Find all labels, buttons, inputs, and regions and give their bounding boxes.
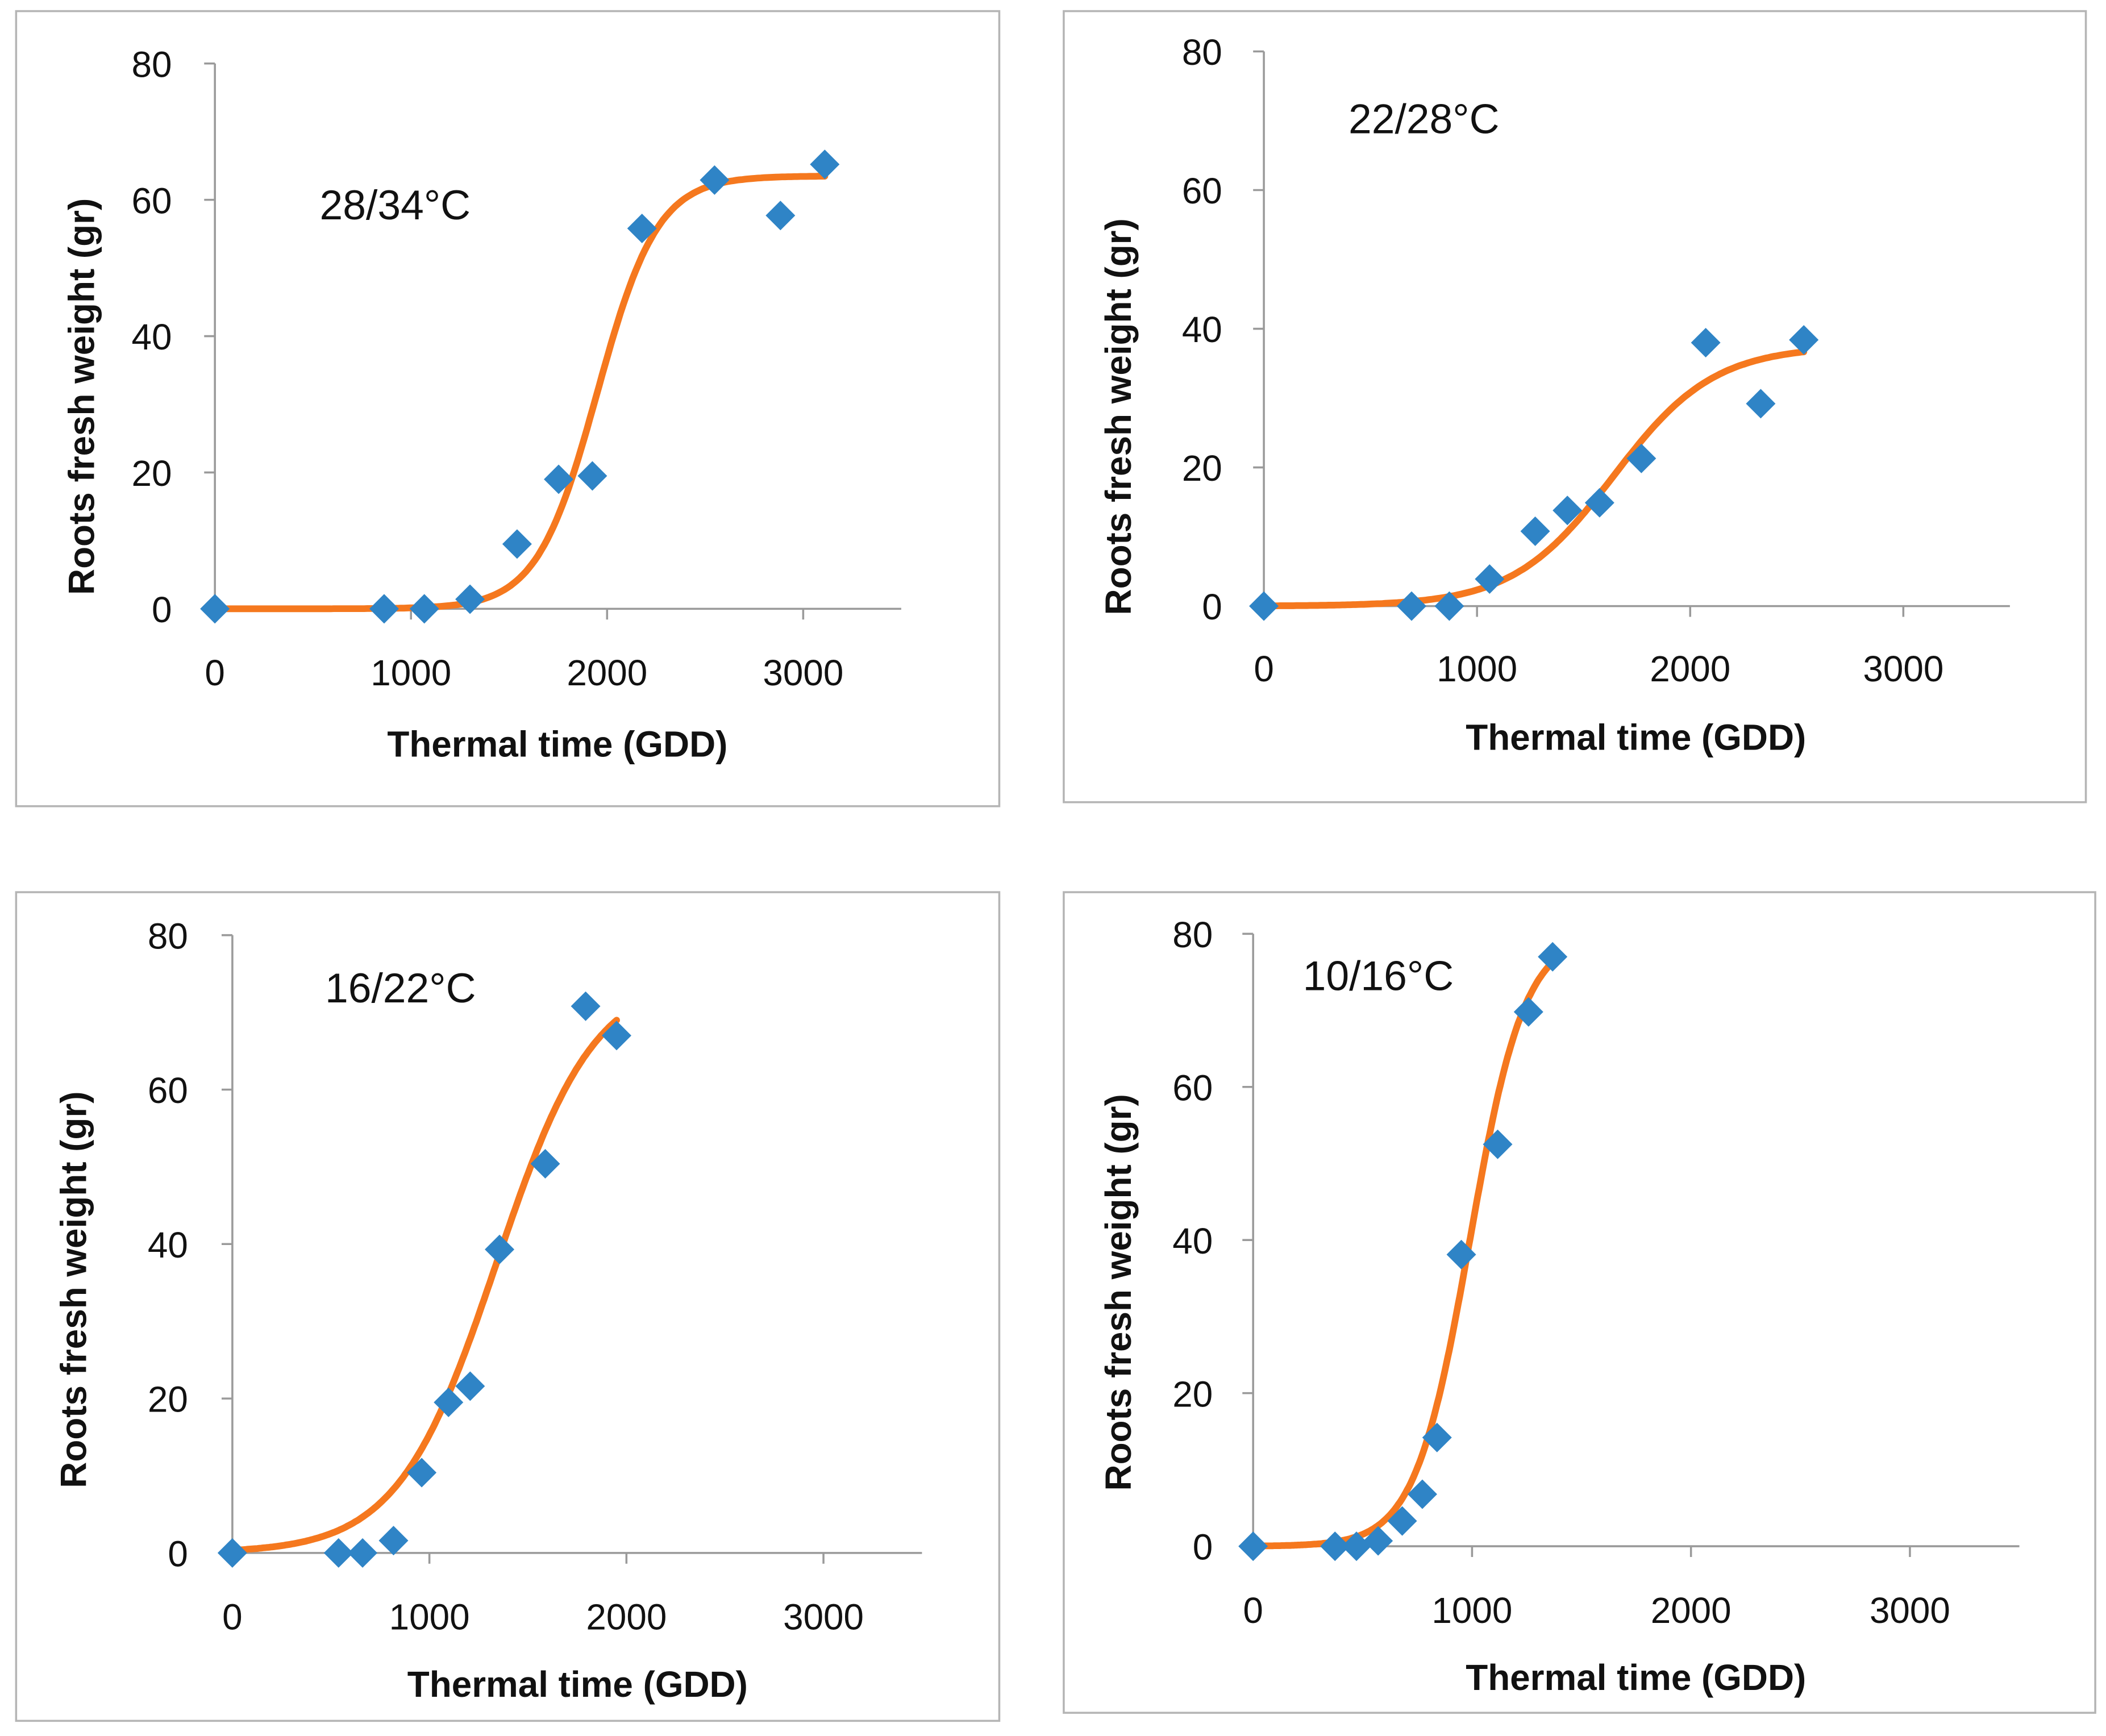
x-tick-label: 0 <box>1243 1590 1263 1631</box>
temperature-annotation: 10/16°C <box>1303 953 1454 1000</box>
fitted-curve <box>228 1017 621 1554</box>
x-axis-title: Thermal time (GDD) <box>1466 1657 1806 1698</box>
temperature-annotation: 22/28°C <box>1348 96 1500 143</box>
data-point <box>810 149 840 180</box>
y-tick-label: 40 <box>132 317 172 357</box>
y-tick-label: 80 <box>148 915 188 956</box>
data-point <box>1320 1531 1350 1562</box>
chart-panel-1: 0 20 40 60 80 0 1000 2000 3000 Thermal time (GDD)… <box>15 10 1001 807</box>
x-tick-label: 2000 <box>1650 648 1730 689</box>
data-point <box>1475 564 1505 594</box>
data-point <box>455 584 485 614</box>
y-tick-label: 80 <box>132 44 172 85</box>
chart-panel-2: 0 20 40 60 80 0 1000 2000 3000 Thermal time (GDD)… <box>1063 10 2087 804</box>
y-tick-label: 0 <box>168 1534 188 1575</box>
y-tick-label: 20 <box>1172 1373 1213 1414</box>
data-point <box>1746 389 1776 419</box>
y-axis-title: Roots fresh weight (gr) <box>1098 218 1139 615</box>
data-point <box>1789 325 1819 355</box>
y-tick-label: 60 <box>1182 170 1222 211</box>
data-point <box>602 1021 632 1051</box>
data-point <box>765 201 796 231</box>
x-axis-title: Thermal time (GDD) <box>387 723 727 764</box>
data-point <box>323 1538 353 1568</box>
fitted-curve <box>1260 348 1808 610</box>
x-tick-label: 0 <box>1254 648 1273 689</box>
y-tick-label: 80 <box>1172 914 1213 955</box>
x-tick-label: 1000 <box>371 652 451 693</box>
x-tick-label: 2000 <box>1651 1590 1732 1631</box>
data-point <box>1434 591 1464 621</box>
x-tick-label: 3000 <box>783 1597 864 1638</box>
y-tick-label: 20 <box>1182 448 1222 489</box>
y-tick-label: 80 <box>1182 32 1222 73</box>
y-tick-label: 60 <box>1172 1067 1213 1108</box>
x-axis-title: Thermal time (GDD) <box>1466 717 1806 758</box>
data-point <box>1538 942 1568 972</box>
x-axis-title: Thermal time (GDD) <box>407 1664 748 1705</box>
x-tick-label: 1000 <box>389 1597 470 1638</box>
x-tick-label: 0 <box>222 1597 242 1638</box>
y-axis-title: Roots fresh weight (gr) <box>53 1092 94 1488</box>
data-point <box>1446 1239 1476 1269</box>
chart-panel-3: 0 20 40 60 80 0 1000 2000 3000 Thermal time (GDD)… <box>15 891 1001 1722</box>
chart-panel-4: 0 20 40 60 80 0 1000 2000 3000 Thermal time (GDD)… <box>1063 891 2096 1714</box>
data-point <box>1513 997 1543 1027</box>
data-point <box>200 594 230 624</box>
fitted-curve <box>1250 959 1556 1550</box>
y-tick-label: 0 <box>152 589 172 630</box>
data-point <box>217 1538 247 1568</box>
x-tick-label: 2000 <box>586 1597 667 1638</box>
y-tick-label: 40 <box>148 1225 188 1265</box>
y-axis-title: Roots fresh weight (gr) <box>1098 1094 1139 1491</box>
x-tick-label: 1000 <box>1437 648 1517 689</box>
y-tick-label: 60 <box>148 1070 188 1111</box>
data-point <box>1553 496 1583 526</box>
data-point <box>407 1458 437 1488</box>
data-point <box>1584 488 1614 518</box>
y-tick-label: 60 <box>132 180 172 221</box>
y-tick-label: 20 <box>148 1379 188 1420</box>
y-tick-label: 20 <box>132 453 172 494</box>
x-tick-label: 3000 <box>1870 1590 1950 1631</box>
data-point <box>627 214 657 244</box>
y-tick-label: 40 <box>1172 1221 1213 1262</box>
chart-frame <box>15 891 1001 1722</box>
data-point <box>1342 1531 1372 1562</box>
x-tick-label: 3000 <box>1863 648 1943 689</box>
data-point <box>409 594 439 624</box>
chart-frame <box>1063 891 2096 1714</box>
chart-frame <box>15 10 1001 807</box>
y-tick-label: 0 <box>1193 1527 1213 1568</box>
data-point <box>369 594 399 624</box>
data-point <box>700 165 730 195</box>
data-point <box>571 991 601 1021</box>
data-point <box>348 1538 378 1568</box>
x-tick-label: 3000 <box>763 652 843 693</box>
x-tick-label: 1000 <box>1431 1590 1512 1631</box>
data-point <box>1397 591 1427 621</box>
x-tick-label: 2000 <box>567 652 647 693</box>
y-tick-label: 40 <box>1182 309 1222 350</box>
y-tick-label: 0 <box>1202 586 1222 627</box>
y-axis-title: Roots fresh weight (gr) <box>61 198 102 595</box>
temperature-annotation: 28/34°C <box>320 182 471 228</box>
x-tick-label: 0 <box>205 652 224 693</box>
data-point <box>544 464 574 494</box>
chart-frame <box>1063 10 2087 804</box>
temperature-annotation: 16/22°C <box>325 965 476 1011</box>
data-point <box>485 1234 515 1264</box>
